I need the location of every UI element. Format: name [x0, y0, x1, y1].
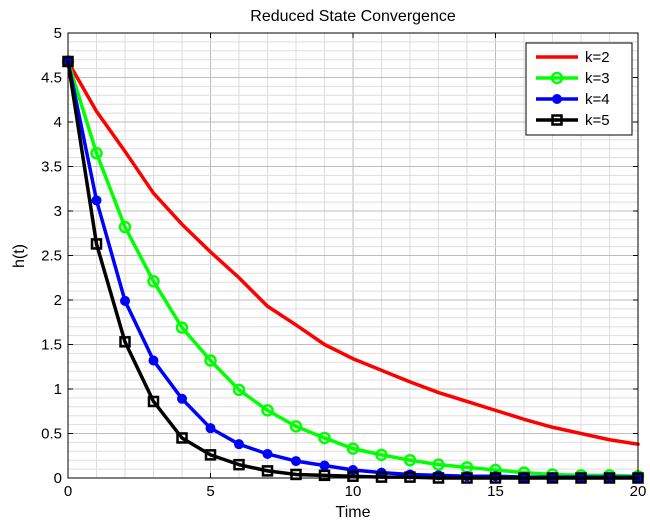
- legend: k=2 k=3 k=4 k=5: [525, 42, 633, 136]
- data-point: [119, 336, 131, 348]
- legend-label: k=4: [585, 91, 610, 108]
- data-point: [90, 238, 103, 250]
- data-point: [346, 442, 360, 455]
- legend-label: k=3: [585, 70, 610, 87]
- y-tick-label: 3: [54, 203, 62, 220]
- data-point: [148, 355, 159, 366]
- series-line: [66, 59, 640, 478]
- data-point: [147, 395, 160, 408]
- legend-item: k=3: [536, 70, 610, 87]
- tick-labels: 0 5 10 15 20 0 0.5 1 1.5 2 2.5 3 3.5 4 4.5 5: [41, 25, 646, 500]
- data-point: [347, 470, 359, 482]
- data-point: [432, 458, 445, 471]
- data-point: [147, 275, 160, 288]
- data-point: [403, 453, 417, 467]
- data-point: [177, 393, 187, 404]
- data-point: [318, 431, 331, 445]
- legend-item: k=2: [536, 49, 610, 66]
- series-line: [66, 59, 640, 446]
- y-tick-label: 2: [54, 292, 62, 309]
- y-tick-label: 3.5: [41, 159, 62, 176]
- legend-marker: [551, 114, 563, 126]
- legend-marker: [552, 94, 562, 104]
- y-axis-title: h(t): [11, 244, 28, 268]
- y-tick-label: 0.5: [41, 426, 62, 443]
- axes-frame: [67, 32, 639, 479]
- data-point: [290, 468, 302, 481]
- legend-item: k=4: [536, 91, 610, 108]
- y-tick-label: 1: [54, 381, 62, 398]
- data-point: [375, 448, 388, 462]
- data-point: [234, 439, 244, 450]
- data-point: [289, 420, 303, 433]
- data-point: [262, 448, 273, 459]
- y-tick-label: 2.5: [41, 248, 62, 265]
- data-point: [375, 471, 388, 483]
- legend-label: k=2: [585, 49, 610, 66]
- data-point: [175, 321, 189, 334]
- legend-item: k=5: [536, 112, 610, 129]
- data-point: [118, 220, 132, 234]
- data-point: [90, 146, 103, 160]
- data-point: [233, 458, 245, 471]
- legend-label: k=5: [585, 112, 610, 129]
- data-point: [205, 423, 216, 434]
- series-2: [61, 55, 645, 483]
- data-point: [318, 469, 331, 482]
- data-point: [91, 195, 102, 206]
- x-tick-label: 0: [64, 483, 72, 500]
- data-point: [319, 460, 330, 471]
- y-tick-label: 0: [54, 470, 62, 487]
- data-point: [261, 465, 274, 477]
- data-point: [261, 404, 274, 417]
- data-point: [204, 354, 217, 367]
- y-tick-label: 5: [54, 25, 62, 42]
- x-tick-label: 20: [630, 483, 647, 500]
- y-tick-label: 4: [54, 114, 62, 131]
- x-tick-label: 15: [487, 483, 504, 500]
- y-tick-label: 1.5: [41, 337, 62, 354]
- data-point: [291, 456, 301, 467]
- legend-marker: [550, 71, 564, 85]
- x-tick-label: 5: [206, 483, 214, 500]
- y-tick-label: 4.5: [41, 70, 62, 87]
- x-axis-title: Time: [336, 504, 371, 521]
- x-tick-label: 10: [345, 483, 362, 500]
- chart-title: Reduced State Convergence: [250, 8, 456, 25]
- series-1: [66, 59, 640, 446]
- data-point: [120, 295, 130, 306]
- data-point: [204, 449, 217, 461]
- data-point: [176, 432, 188, 444]
- data-point: [232, 383, 246, 397]
- data-point: [404, 471, 416, 483]
